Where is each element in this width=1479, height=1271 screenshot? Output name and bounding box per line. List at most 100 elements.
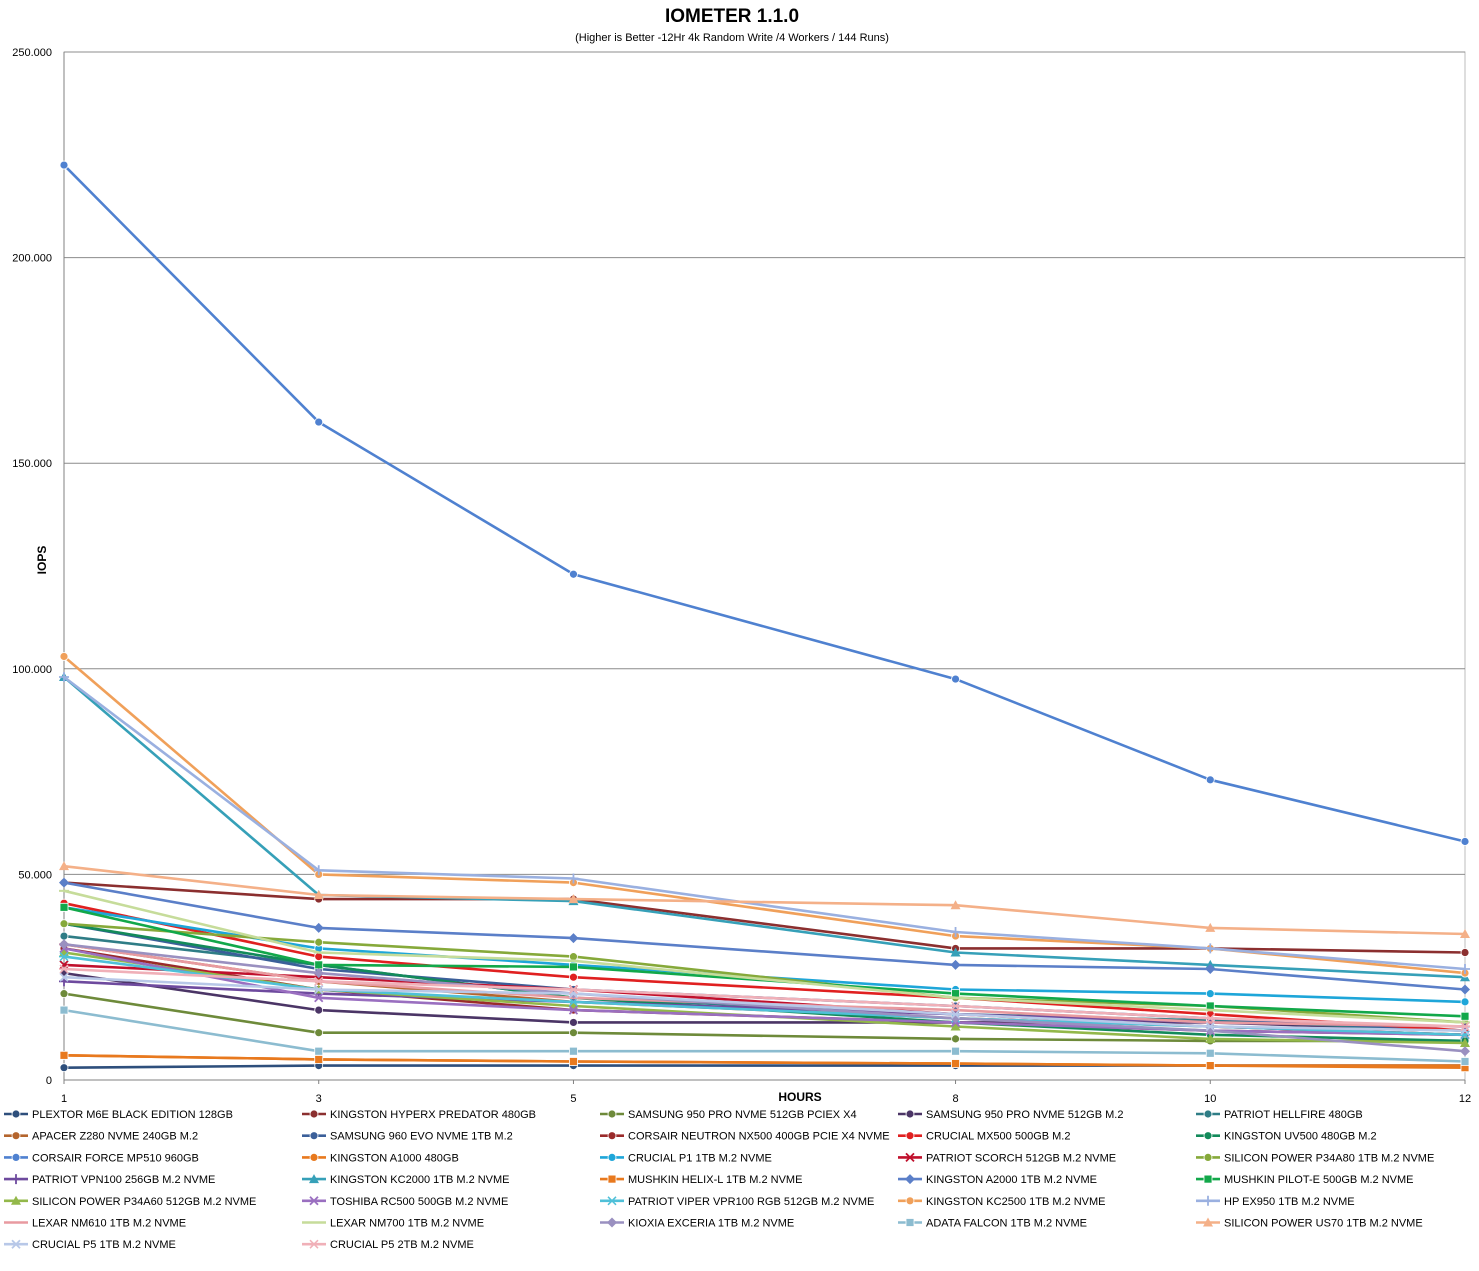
legend-item: PLEXTOR M6E BLACK EDITION 128GB <box>4 1109 233 1121</box>
data-point <box>59 960 69 970</box>
data-point <box>59 1050 69 1060</box>
legend-item: PATRIOT SCORCH 512GB M.2 NVME <box>898 1152 1116 1164</box>
data-point <box>951 1059 960 1068</box>
legend-label: KINGSTON UV500 480GB M.2 <box>1224 1131 1377 1143</box>
data-point <box>314 1055 324 1064</box>
data-point <box>1460 837 1470 846</box>
legend-item: KINGSTON A2000 1TB M.2 NVME <box>898 1174 1097 1186</box>
data-point <box>313 976 324 986</box>
legend-label: PLEXTOR M6E BLACK EDITION 128GB <box>32 1109 233 1121</box>
y-tick-label: 50.000 <box>18 869 52 881</box>
legend-label: TOSHIBA RC500 500GB M.2 NVME <box>330 1196 508 1208</box>
legend-marker <box>905 1218 915 1227</box>
legend-label: ADATA FALCON 1TB M.2 NVME <box>926 1218 1087 1230</box>
legend-label: PATRIOT VIPER VPR100 RGB 512GB M.2 NVME <box>628 1196 874 1208</box>
y-tick-label: 250.000 <box>12 47 52 59</box>
legend-marker <box>11 1174 21 1185</box>
x-tick-label: 5 <box>570 1093 576 1105</box>
legend-marker <box>309 1221 319 1224</box>
legend-marker <box>905 1152 915 1163</box>
x-axis-label: HOURS <box>778 1090 821 1104</box>
data-point <box>313 951 324 954</box>
data-point <box>569 569 578 579</box>
y-axis-label: IOPS <box>35 546 49 575</box>
legend-label: SAMSUNG 960 EVO NVME 1TB M.2 <box>330 1131 513 1143</box>
series-path <box>63 992 1465 1043</box>
legend-label: SAMSUNG 950 PRO NVME 512GB M.2 <box>926 1109 1123 1121</box>
series-line <box>59 1050 1470 1073</box>
legend-item: APACER Z280 NVME 240GB M.2 <box>4 1131 198 1143</box>
series-path <box>63 967 1466 1028</box>
legend-label: MUSHKIN PILOT-E 500GB M.2 NVME <box>1224 1174 1414 1186</box>
legend-marker <box>11 1195 21 1205</box>
legend: PLEXTOR M6E BLACK EDITION 128GB KINGSTON … <box>4 1109 1434 1251</box>
legend-label: PATRIOT SCORCH 512GB M.2 NVME <box>926 1152 1116 1164</box>
legend-marker <box>309 1174 319 1184</box>
legend-label: CRUCIAL P5 2TB M.2 NVME <box>330 1239 474 1251</box>
data-point <box>1205 1033 1216 1043</box>
legend-item: SILICON POWER P34A80 1TB M.2 NVME <box>1196 1152 1434 1164</box>
legend-item: SAMSUNG 950 PRO NVME 512GB PCIEX X4 <box>600 1109 857 1121</box>
legend-label: CRUCIAL P5 1TB M.2 NVME <box>32 1239 176 1251</box>
legend-marker <box>309 1196 319 1206</box>
legend-item: KINGSTON HYPERX PREDATOR 480GB <box>302 1109 536 1121</box>
data-point <box>59 964 69 974</box>
data-point <box>1205 1021 1215 1032</box>
series-path <box>63 675 1466 971</box>
y-tick-label: 200.000 <box>12 253 52 265</box>
legend-label: KINGSTON A2000 1TB M.2 NVME <box>926 1174 1097 1186</box>
data-point <box>950 959 961 970</box>
legend-marker <box>1203 1217 1213 1227</box>
data-point <box>1460 1046 1470 1057</box>
series-path <box>63 889 1466 1024</box>
series-line <box>59 160 1470 846</box>
series-path <box>63 943 1466 1053</box>
legend-item: LEXAR NM610 1TB M.2 NVME <box>4 1218 186 1230</box>
legend-marker <box>1203 1153 1213 1162</box>
data-point <box>1205 963 1216 974</box>
legend-marker <box>607 1174 617 1184</box>
data-point <box>59 861 69 871</box>
legend-item: KIOXIA EXCERIA 1TB M.2 NVME <box>600 1217 794 1230</box>
data-point <box>569 1018 578 1027</box>
data-point <box>59 919 69 929</box>
legend-item: CORSAIR NEUTRON NX500 400GB PCIE X4 NVME <box>600 1131 890 1143</box>
data-point <box>59 672 69 683</box>
y-tick-label: 0 <box>46 1075 52 1087</box>
legend-label: MUSHKIN HELIX-L 1TB M.2 NVME <box>628 1174 802 1186</box>
data-point <box>1460 1026 1470 1036</box>
y-tick-label: 150.000 <box>12 458 52 470</box>
legend-marker <box>607 1109 617 1119</box>
series-line <box>59 877 1470 995</box>
legend-item: SILICON POWER US70 1TB M.2 NVME <box>1196 1217 1423 1230</box>
legend-marker <box>11 1153 21 1162</box>
data-point <box>568 894 579 904</box>
legend-item: SILICON POWER P34A60 512GB M.2 NVME <box>4 1195 256 1208</box>
legend-label: HP EX950 1TB M.2 NVME <box>1224 1196 1355 1208</box>
data-point <box>950 1009 961 1012</box>
data-point <box>59 1005 69 1015</box>
x-tick-label: 10 <box>1204 1093 1216 1105</box>
data-point <box>1205 775 1215 785</box>
data-point <box>59 931 69 941</box>
legend-marker <box>905 1174 915 1185</box>
data-point <box>1205 1061 1215 1071</box>
legend-label: SILICON POWER P34A60 512GB M.2 NVME <box>32 1196 256 1208</box>
series-line <box>59 1005 1470 1066</box>
data-point <box>569 1028 578 1038</box>
legend-item: ADATA FALCON 1TB M.2 NVME <box>898 1218 1087 1230</box>
legend-item: SAMSUNG 950 PRO NVME 512GB M.2 <box>898 1109 1123 1121</box>
legend-item: CORSAIR FORCE MP510 960GB <box>4 1152 199 1164</box>
data-point <box>313 968 324 979</box>
data-point <box>950 947 961 957</box>
data-point <box>59 939 69 950</box>
data-point <box>313 889 324 899</box>
legend-item: CRUCIAL P5 1TB M.2 NVME <box>4 1239 176 1251</box>
legend-marker <box>11 1109 21 1119</box>
series-path <box>63 1008 1466 1063</box>
data-point <box>1205 1021 1216 1024</box>
data-point <box>313 922 324 933</box>
series-line <box>59 889 1470 1024</box>
legend-label: KINGSTON A1000 480GB <box>330 1152 459 1164</box>
data-point <box>950 900 961 910</box>
